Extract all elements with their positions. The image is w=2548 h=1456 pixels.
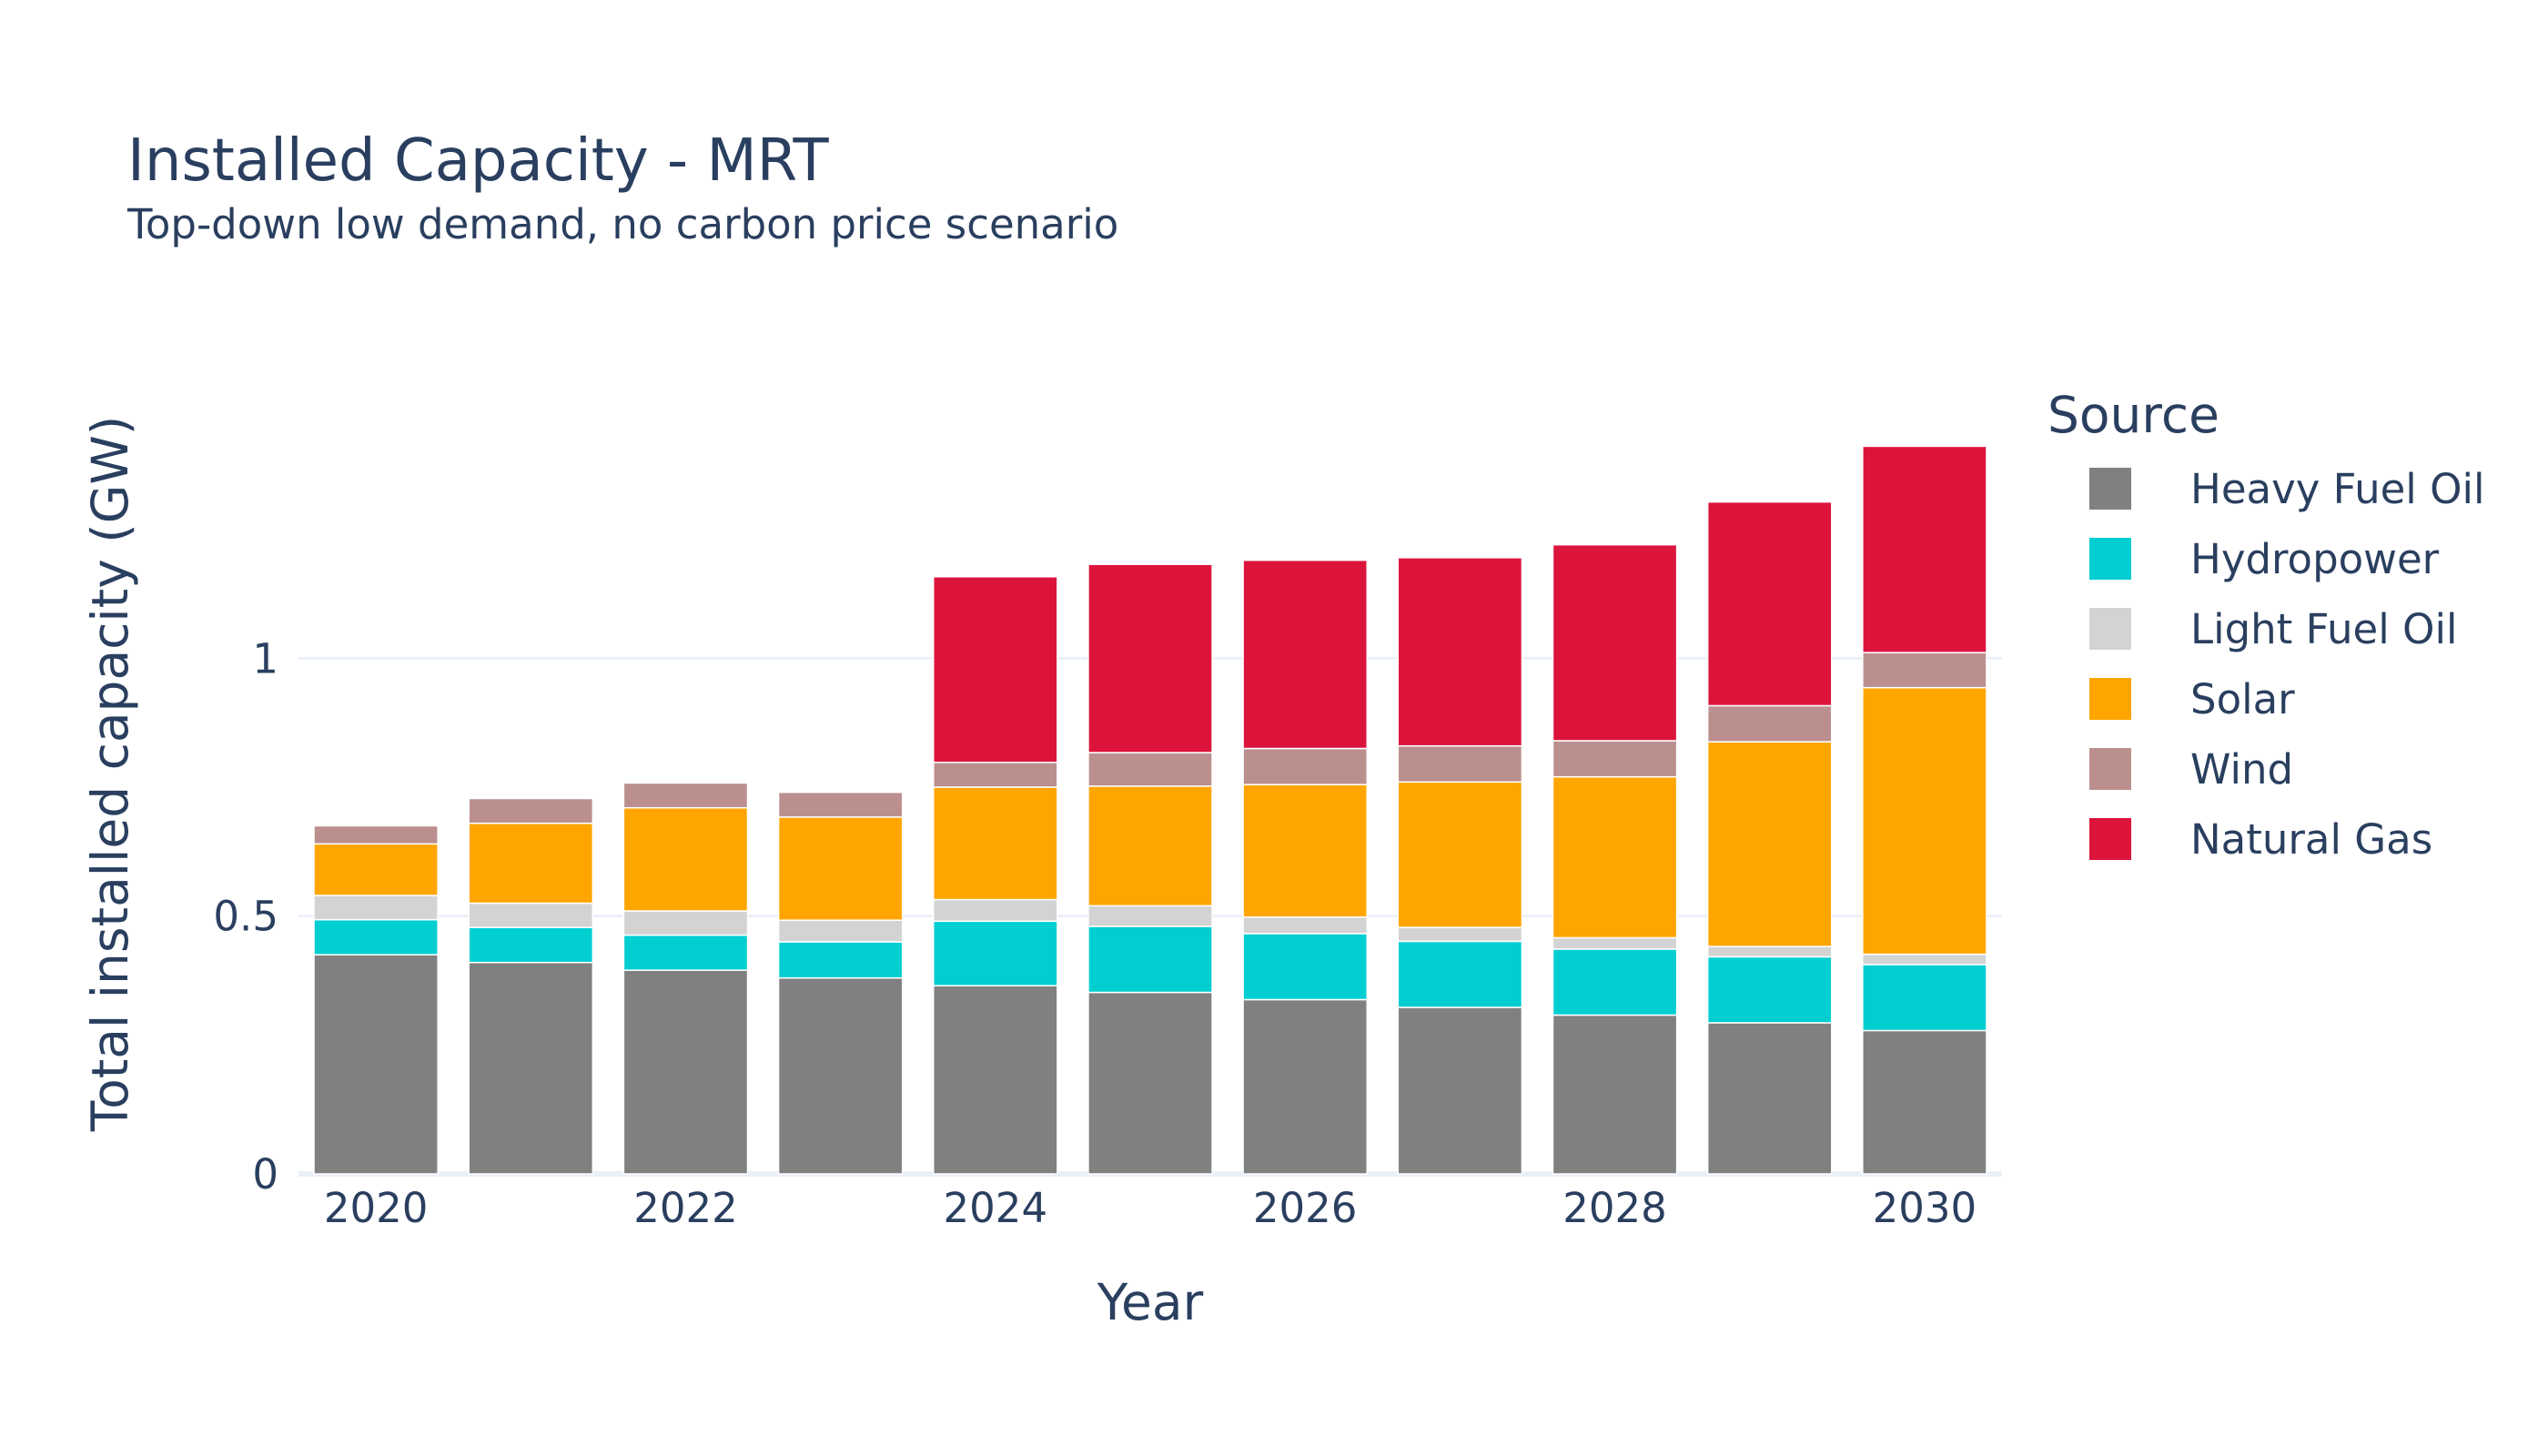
legend-title: Source [2048,386,2219,444]
legend-items: Heavy Fuel Oil Hydropower Light Fuel Oil So… [2089,465,2485,864]
bar-segment [1087,925,1213,994]
bar-segment [1242,998,1369,1175]
bar-segment [777,976,904,1175]
bar-segment [1862,652,1987,689]
y-tick-label: 0 [252,1150,278,1198]
y-tick-label: 0.5 [213,893,278,941]
bar-segment [932,762,1058,788]
bar-segment [1706,1022,1833,1175]
bar-segment [1706,704,1833,743]
x-tick-label: 2024 [944,1184,1048,1232]
chart-subtitle: Top-down low demand, no carbon price sce… [126,200,1118,248]
bar-segment [777,791,904,818]
bar-segment [1397,781,1523,928]
bar-segment [622,969,749,1175]
bar-segment [313,843,439,896]
y-tick-label: 1 [252,634,278,682]
bar-segment [1087,991,1213,1175]
bar-segment [1397,557,1523,747]
bar-segment [468,902,594,928]
x-axis-title: Year [1097,1273,1204,1331]
chart-title: Installed Capacity - MRT [127,127,830,195]
bar-segment [777,919,904,943]
bar-segment [932,920,1058,986]
bar-segment [622,782,749,809]
bar-segment [1862,686,1987,956]
bar-segment [1862,445,1987,653]
legend-label: Hydropower [2190,535,2440,583]
legend-swatch [2089,748,2131,790]
legend-swatch [2089,538,2131,580]
legend-swatch [2089,678,2131,720]
bar-segment [1397,1006,1523,1175]
bar-segment [1397,744,1523,784]
bar-segment [1087,563,1213,753]
legend-label: Heavy Fuel Oil [2190,465,2485,513]
legend-swatch [2089,608,2131,650]
bar-segment [777,816,904,921]
x-tick-label: 2020 [324,1184,429,1232]
bar-segment [1242,933,1369,1001]
bar-segment [622,934,749,971]
x-tick-label: 2026 [1253,1184,1358,1232]
bar-segment [1862,953,1987,966]
bar-segment [622,806,749,912]
bar-segment [1242,916,1369,935]
bar-segment [468,926,594,964]
bar-segment [932,786,1058,901]
bar-segment [313,918,439,956]
bar-segment [1862,964,1987,1032]
bar-segment [777,941,904,979]
bar-segment [1706,500,1833,707]
legend-label: Solar [2190,675,2295,723]
bar-segment [1397,940,1523,1008]
bar-segment [1552,740,1678,778]
bar-segment [313,954,439,1175]
bar-segment [1242,747,1369,785]
bar-segment [932,576,1058,763]
bar-segment [1706,741,1833,947]
bar-segment [932,898,1058,923]
legend: Source Heavy Fuel Oil Hydropower Light Fue… [2048,386,2485,864]
y-axis-ticks: 00.51 [213,634,278,1198]
bar-segment [313,895,439,921]
bar-segment [313,824,439,845]
bar-segment [1087,785,1213,907]
bar-segment [1242,784,1369,918]
x-axis-ticks: 2020 2022 2024 2026 2028 2030 [324,1184,1977,1232]
bar-segment [1552,543,1678,742]
legend-label: Wind [2190,745,2293,794]
bar-segment [468,822,594,905]
bar-segment [1862,1029,1987,1175]
legend-swatch [2089,468,2131,510]
legend-label: Natural Gas [2190,815,2432,864]
y-axis-title: Total installed capacity (GW) [81,416,139,1132]
legend-label: Light Fuel Oil [2190,605,2457,653]
bars [313,445,1987,1175]
bar-segment [1242,559,1369,750]
bar-segment [468,961,594,1175]
bar-segment [1706,956,1833,1024]
bar-segment [468,797,594,824]
bar-segment [1552,1014,1678,1175]
x-tick-label: 2022 [633,1184,738,1232]
bar-segment [1552,948,1678,1016]
bar-segment [1087,905,1213,927]
bar-segment [1552,936,1678,950]
bar-segment [1552,775,1678,939]
bar-segment [932,985,1058,1175]
bar-segment [1087,752,1213,787]
x-tick-label: 2028 [1562,1184,1667,1232]
legend-swatch [2089,818,2131,860]
bar-segment [1706,945,1833,958]
bar-segment [622,910,749,936]
x-tick-label: 2030 [1873,1184,1977,1232]
bar-segment [1397,926,1523,943]
